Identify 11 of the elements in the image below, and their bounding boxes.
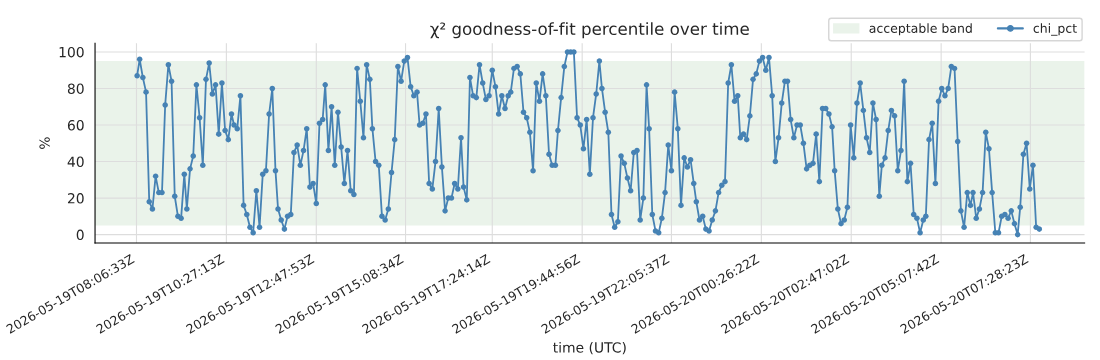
- y-tick-label: 100: [59, 46, 84, 58]
- y-tick-label: 0: [76, 229, 84, 241]
- legend-label: chi_pct: [1033, 23, 1077, 36]
- y-tick-label: 60: [67, 119, 84, 131]
- x-axis-title: time (UTC): [553, 341, 626, 355]
- legend-label: acceptable band: [869, 23, 972, 36]
- y-axis-title: %: [39, 137, 50, 149]
- y-tick-label: 20: [67, 193, 84, 204]
- chart-title: χ² goodness-of-fit percentile over time: [430, 22, 749, 39]
- y-tick-label: 80: [67, 83, 84, 94]
- y-tick-label: 40: [67, 156, 84, 168]
